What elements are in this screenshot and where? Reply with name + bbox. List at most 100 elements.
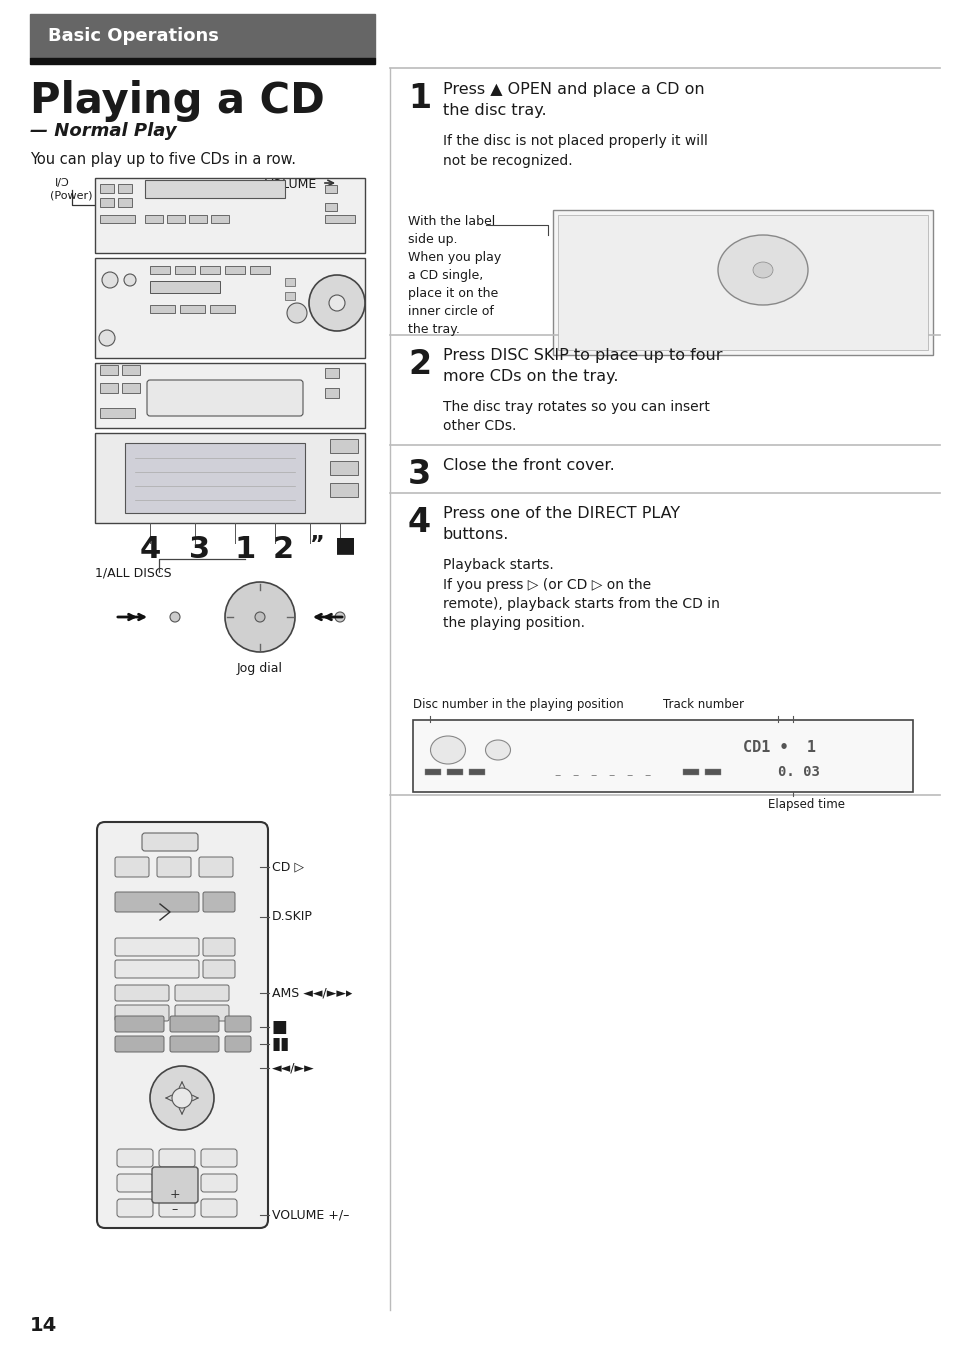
Text: 4: 4 xyxy=(408,505,431,539)
Text: If the disc is not placed properly it will
not be recognized.: If the disc is not placed properly it wi… xyxy=(442,134,707,168)
Ellipse shape xyxy=(430,736,465,764)
Bar xyxy=(118,184,132,192)
FancyBboxPatch shape xyxy=(147,379,303,416)
Bar xyxy=(704,770,720,775)
FancyBboxPatch shape xyxy=(115,959,199,978)
Text: 2: 2 xyxy=(408,348,431,381)
Bar xyxy=(95,363,365,428)
FancyBboxPatch shape xyxy=(203,959,234,978)
Bar xyxy=(150,266,170,274)
FancyBboxPatch shape xyxy=(142,833,198,851)
Text: 2: 2 xyxy=(273,535,294,564)
Bar xyxy=(325,215,355,224)
Text: Elapsed time: Elapsed time xyxy=(767,798,844,812)
Text: Press ▲ OPEN and place a CD on
the disc tray.: Press ▲ OPEN and place a CD on the disc … xyxy=(442,83,704,118)
FancyBboxPatch shape xyxy=(117,1173,152,1192)
Text: Jog dial: Jog dial xyxy=(236,663,283,675)
Bar xyxy=(30,14,375,58)
Circle shape xyxy=(150,1066,213,1130)
Circle shape xyxy=(335,612,345,622)
Circle shape xyxy=(309,275,365,331)
Bar xyxy=(100,364,118,375)
Circle shape xyxy=(172,1088,192,1108)
Text: –: – xyxy=(555,770,560,782)
Bar xyxy=(122,383,140,393)
Bar xyxy=(330,461,357,476)
Text: You can play up to five CDs in a row.: You can play up to five CDs in a row. xyxy=(30,152,295,167)
Bar xyxy=(325,203,336,211)
Bar xyxy=(100,215,135,224)
Text: –: – xyxy=(644,770,651,782)
Text: The disc tray rotates so you can insert
other CDs.: The disc tray rotates so you can insert … xyxy=(442,400,709,434)
Bar xyxy=(447,770,462,775)
Text: ◄◄/►►: ◄◄/►► xyxy=(272,1061,314,1075)
Bar xyxy=(118,198,132,207)
FancyBboxPatch shape xyxy=(115,892,199,912)
Text: — Normal Play: — Normal Play xyxy=(30,122,176,140)
FancyBboxPatch shape xyxy=(115,985,169,1001)
Text: CD ▷: CD ▷ xyxy=(272,860,304,874)
Bar xyxy=(100,184,113,192)
Text: –: – xyxy=(626,770,633,782)
Text: With the label
side up.
When you play
a CD single,
place it on the
inner circle : With the label side up. When you play a … xyxy=(408,215,500,336)
Bar xyxy=(469,770,484,775)
Bar xyxy=(95,178,365,253)
FancyBboxPatch shape xyxy=(115,938,199,957)
FancyBboxPatch shape xyxy=(203,892,234,912)
FancyBboxPatch shape xyxy=(174,985,229,1001)
Text: (Power): (Power) xyxy=(50,190,92,201)
FancyBboxPatch shape xyxy=(225,1037,251,1051)
Bar xyxy=(330,482,357,497)
Bar xyxy=(174,266,194,274)
FancyBboxPatch shape xyxy=(115,856,149,877)
FancyBboxPatch shape xyxy=(115,1037,164,1051)
Text: 1: 1 xyxy=(408,83,431,115)
Bar xyxy=(325,186,336,192)
Bar xyxy=(200,266,220,274)
Text: 3: 3 xyxy=(190,535,211,564)
Circle shape xyxy=(225,583,294,652)
Text: 4: 4 xyxy=(139,535,160,564)
Text: Playing a CD: Playing a CD xyxy=(30,80,324,122)
Text: 1: 1 xyxy=(234,535,255,564)
FancyBboxPatch shape xyxy=(201,1149,236,1167)
Bar xyxy=(682,770,699,775)
Text: 1/ALL DISCS: 1/ALL DISCS xyxy=(95,566,172,580)
FancyBboxPatch shape xyxy=(159,1199,194,1217)
Text: –: – xyxy=(572,770,578,782)
Bar xyxy=(145,215,163,224)
Bar xyxy=(553,210,932,355)
Bar xyxy=(167,215,185,224)
Circle shape xyxy=(170,612,180,622)
Bar xyxy=(424,770,440,775)
Text: –: – xyxy=(608,770,615,782)
FancyBboxPatch shape xyxy=(117,1199,152,1217)
Text: ▮▮: ▮▮ xyxy=(272,1035,290,1053)
Bar xyxy=(330,439,357,453)
Ellipse shape xyxy=(752,262,772,278)
Bar xyxy=(250,266,270,274)
Bar xyxy=(285,278,294,286)
Text: Close the front cover.: Close the front cover. xyxy=(442,458,614,473)
FancyBboxPatch shape xyxy=(117,1149,152,1167)
Bar xyxy=(100,408,135,417)
Text: –: – xyxy=(172,1203,178,1217)
Bar xyxy=(30,58,375,64)
Circle shape xyxy=(287,304,307,322)
Bar xyxy=(189,215,207,224)
Text: CD1 •  1: CD1 • 1 xyxy=(742,740,815,756)
FancyBboxPatch shape xyxy=(203,938,234,957)
Circle shape xyxy=(254,612,265,622)
Bar xyxy=(558,215,927,350)
Text: Playback starts.
If you press ▷ (or CD ▷ on the
remote), playback starts from th: Playback starts. If you press ▷ (or CD ▷… xyxy=(442,558,720,630)
Text: AMS ◄◄/►►▸: AMS ◄◄/►►▸ xyxy=(272,986,352,1000)
Bar xyxy=(150,280,220,293)
Text: 14: 14 xyxy=(30,1316,57,1335)
Circle shape xyxy=(329,295,345,312)
Bar xyxy=(145,180,285,198)
Text: Press one of the DIRECT PLAY
buttons.: Press one of the DIRECT PLAY buttons. xyxy=(442,505,679,542)
FancyBboxPatch shape xyxy=(199,856,233,877)
Text: I/Ɔ: I/Ɔ xyxy=(55,178,70,188)
FancyBboxPatch shape xyxy=(225,1016,251,1033)
Circle shape xyxy=(102,272,118,289)
